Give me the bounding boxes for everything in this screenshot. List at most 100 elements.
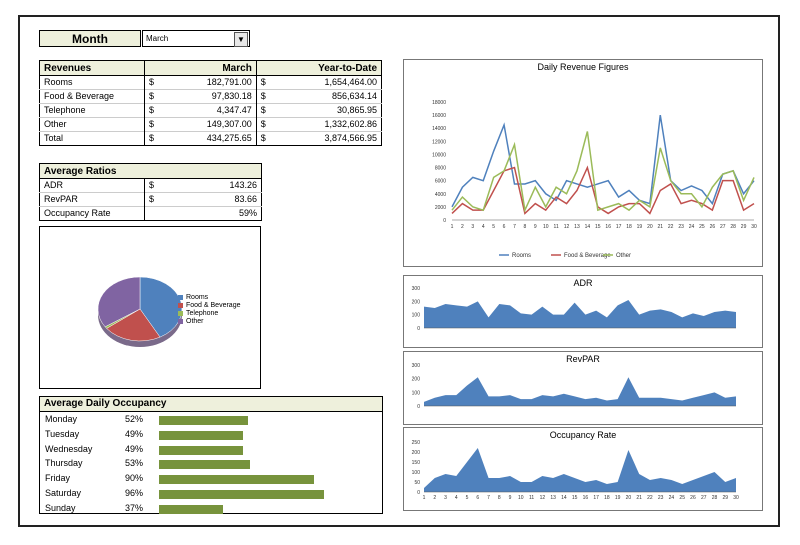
y-tick-label: 300 — [412, 363, 421, 369]
occupancy-percent: 49% — [125, 428, 144, 439]
revenue-name: Total — [39, 131, 145, 146]
y-tick-label: 100 — [412, 470, 421, 476]
legend-item: Food & Beverage — [178, 302, 240, 310]
x-tick-label: 28 — [712, 495, 718, 501]
occupancy-title: Average Daily Occupancy — [40, 397, 382, 412]
ratio-row: RevPAR $83.66 — [39, 192, 262, 207]
march-value: 97,830.18 — [161, 89, 257, 104]
area-series — [424, 377, 736, 406]
march-value: 149,307.00 — [161, 117, 257, 132]
revenues-header: Revenues — [39, 60, 145, 76]
x-tick-label: 13 — [550, 495, 556, 501]
y-tick-label: 2000 — [435, 205, 446, 211]
revenue-row: Other $149,307.00 $1,332,602.86 — [39, 117, 382, 132]
x-tick-label: 18 — [604, 495, 610, 501]
x-tick-label: 21 — [636, 495, 642, 501]
occupancy-bar — [159, 504, 223, 514]
y-tick-label: 250 — [412, 440, 421, 446]
revenue-name: Rooms — [39, 75, 145, 90]
legend-label: Other — [616, 253, 631, 259]
month-label: Month — [39, 30, 141, 47]
x-tick-label: 29 — [741, 224, 747, 230]
y-tick-label: 0 — [417, 404, 420, 410]
legend-label: Rooms — [512, 253, 531, 259]
y-tick-label: 50 — [414, 480, 420, 486]
x-tick-label: 24 — [689, 224, 695, 230]
x-tick-label: 3 — [471, 224, 474, 230]
legend-swatch — [178, 302, 183, 308]
occupancy-percent: 37% — [125, 502, 144, 513]
revenues-table: Revenues March Year-to-Date Rooms $182,79… — [39, 60, 382, 146]
currency-symbol: $ — [144, 89, 161, 104]
ratio-name: Occupancy Rate — [39, 206, 145, 221]
revenue-row: Telephone $4,347.47 $30,865.95 — [39, 103, 382, 118]
x-tick-label: 14 — [561, 495, 567, 501]
currency-symbol: $ — [144, 103, 161, 118]
occupancy-row: Wednesday 49% — [40, 442, 382, 457]
y-tick-label: 0 — [417, 326, 420, 332]
day-label: Sunday — [45, 502, 76, 513]
legend-swatch — [178, 310, 183, 316]
x-tick-label: 9 — [534, 224, 537, 230]
revenue-row: Food & Beverage $97,830.18 $856,634.14 — [39, 89, 382, 104]
day-label: Saturday — [45, 487, 82, 498]
x-tick-label: 17 — [616, 224, 622, 230]
x-tick-label: 4 — [482, 224, 485, 230]
x-tick-label: 25 — [679, 495, 685, 501]
y-tick-label: 150 — [412, 460, 421, 466]
adr-panel: ADR 0 100 200 300 — [403, 275, 763, 348]
revenue-row: Total $434,275.65 $3,874,566.95 — [39, 131, 382, 146]
x-tick-label: 22 — [647, 495, 653, 501]
occupancy-bar — [159, 475, 314, 485]
currency-symbol: $ — [144, 75, 161, 90]
occupancy-row: Thursday 53% — [40, 456, 382, 471]
pie-slice — [106, 308, 161, 342]
march-value: 434,275.65 — [161, 131, 257, 146]
x-tick-label: 7 — [513, 224, 516, 230]
currency-symbol: $ — [256, 75, 273, 90]
ratio-value: 83.66 — [163, 192, 262, 207]
y-tick-label: 200 — [412, 450, 421, 456]
ytd-value: 3,874,566.95 — [272, 131, 382, 146]
occupancy-row: Tuesday 49% — [40, 427, 382, 442]
x-tick-label: 6 — [476, 495, 479, 501]
month-selected-value: March — [146, 34, 169, 43]
x-tick-label: 11 — [554, 224, 559, 230]
occupancy-percent: 96% — [125, 487, 144, 498]
currency-symbol: $ — [256, 117, 273, 132]
day-label: Friday — [45, 473, 71, 484]
ytd-value: 1,332,602.86 — [272, 117, 382, 132]
occupancy-bar — [159, 416, 249, 425]
daily-revenue-panel: Daily Revenue Figures 0 2000 4000 6000 8000 1… — [403, 59, 763, 267]
area-series — [424, 300, 736, 328]
x-tick-label: 8 — [498, 495, 501, 501]
chart-title: Daily Revenue Figures — [537, 62, 629, 72]
x-tick-label: 16 — [583, 495, 589, 501]
series-line — [451, 114, 755, 208]
legend-label: Food & Beverage — [564, 253, 611, 259]
x-tick-label: 18 — [626, 224, 632, 230]
ratio-value: 143.26 — [163, 178, 262, 193]
x-tick-label: 12 — [540, 495, 546, 501]
adr-area-chart: 0 100 200 300 — [412, 286, 736, 332]
x-tick-label: 9 — [509, 495, 512, 501]
chevron-down-icon[interactable]: ▼ — [234, 32, 248, 47]
average-daily-occupancy-panel: Average Daily Occupancy Monday 52% Tuesd… — [39, 396, 383, 514]
x-tick-label: 23 — [678, 224, 684, 230]
x-tick-label: 25 — [699, 224, 705, 230]
occupancy-row: Friday 90% — [40, 471, 382, 486]
x-tick-label: 30 — [751, 224, 757, 230]
x-tick-label: 19 — [637, 224, 643, 230]
x-tick-label: 11 — [529, 495, 534, 501]
month-dropdown[interactable]: March ▼ — [142, 30, 250, 47]
x-tick-label: 1 — [423, 495, 426, 501]
currency-symbol: $ — [144, 131, 161, 146]
revpar-area-chart: 0 100 200 300 — [412, 363, 736, 410]
currency-symbol: $ — [144, 117, 161, 132]
x-tick-label: 21 — [657, 224, 663, 230]
ytd-value: 1,654,464.00 — [272, 75, 382, 90]
chart-title: RevPAR — [566, 354, 600, 364]
occupancy-bar — [159, 489, 325, 499]
occupancy-percent: 53% — [125, 458, 144, 469]
